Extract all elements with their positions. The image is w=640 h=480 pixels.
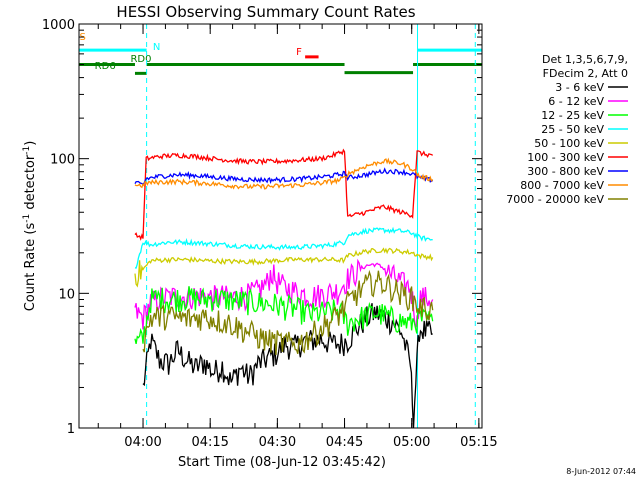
series-line-4 — [134, 226, 433, 269]
y-axis-label-sup1: -1 — [22, 214, 32, 223]
y-axis: 1 10 100 1000 — [42, 18, 482, 437]
plot-frame — [78, 23, 483, 429]
series-line-3 — [134, 286, 434, 345]
x-tick-label: 04:00 — [124, 435, 161, 450]
series-line-5 — [134, 247, 434, 288]
x-tick-label: 04:45 — [326, 435, 363, 450]
series-line-8 — [134, 157, 434, 190]
y-tick-label: 100 — [50, 153, 75, 168]
y-tick-label: 10 — [58, 287, 75, 302]
legend-entry-label: 300 - 800 keV — [527, 165, 604, 178]
series-line-7 — [134, 167, 434, 186]
x-tick-label: 05:00 — [393, 435, 430, 450]
y-axis-label: Count Rate (s-1 detector-1) — [22, 141, 38, 312]
y-axis-label-end: ) — [23, 141, 38, 146]
flag-label: F — [296, 47, 302, 58]
series-lines — [134, 148, 434, 428]
legend-entry-label: 7000 - 20000 keV — [506, 193, 604, 206]
x-axis: 04:00 04:15 04:30 04:45 05:00 05:15 — [97, 24, 498, 450]
legend-entry-label: 12 - 25 keV — [541, 109, 604, 122]
series-line-6 — [134, 148, 434, 241]
x-tick-label: 04:30 — [259, 435, 296, 450]
flag-label: RD0 — [130, 54, 151, 65]
legend-header-line1: Det 1,3,5,6,7,9, — [542, 53, 628, 66]
flag-bars: SNRD6RD0F — [79, 32, 482, 75]
x-tick-label: 04:15 — [191, 435, 228, 450]
legend-entry-label: 800 - 7000 keV — [520, 179, 604, 192]
timestamp: 8-Jun-2012 07:44 — [566, 467, 636, 476]
legend: Det 1,3,5,6,7,9, FDecim 2, Att 0 3 - 6 k… — [506, 53, 628, 206]
legend-entry-label: 3 - 6 keV — [555, 81, 604, 94]
flag-label: N — [153, 42, 160, 53]
y-tick-label: 1000 — [42, 18, 75, 33]
flag-label: RD6 — [95, 61, 116, 72]
x-axis-label: Start Time (08-Jun-12 03:45:42) — [178, 455, 386, 470]
legend-header-line2: FDecim 2, Att 0 — [543, 67, 628, 80]
y-axis-label-sup2: -1 — [22, 146, 32, 155]
y-axis-label-main: Count Rate (s — [23, 223, 38, 312]
legend-entry-label: 50 - 100 keV — [534, 137, 604, 150]
legend-entry-label: 100 - 300 keV — [527, 151, 604, 164]
legend-entry-label: 6 - 12 keV — [548, 95, 604, 108]
series-line-9 — [142, 269, 434, 356]
y-tick-label: 1 — [67, 422, 75, 437]
legend-entry-label: 25 - 50 keV — [541, 123, 604, 136]
chart-title: HESSI Observing Summary Count Rates — [116, 3, 415, 21]
x-tick-label: 05:15 — [460, 435, 497, 450]
y-axis-label-mid: detector — [23, 154, 38, 214]
series-line-1 — [142, 303, 433, 428]
